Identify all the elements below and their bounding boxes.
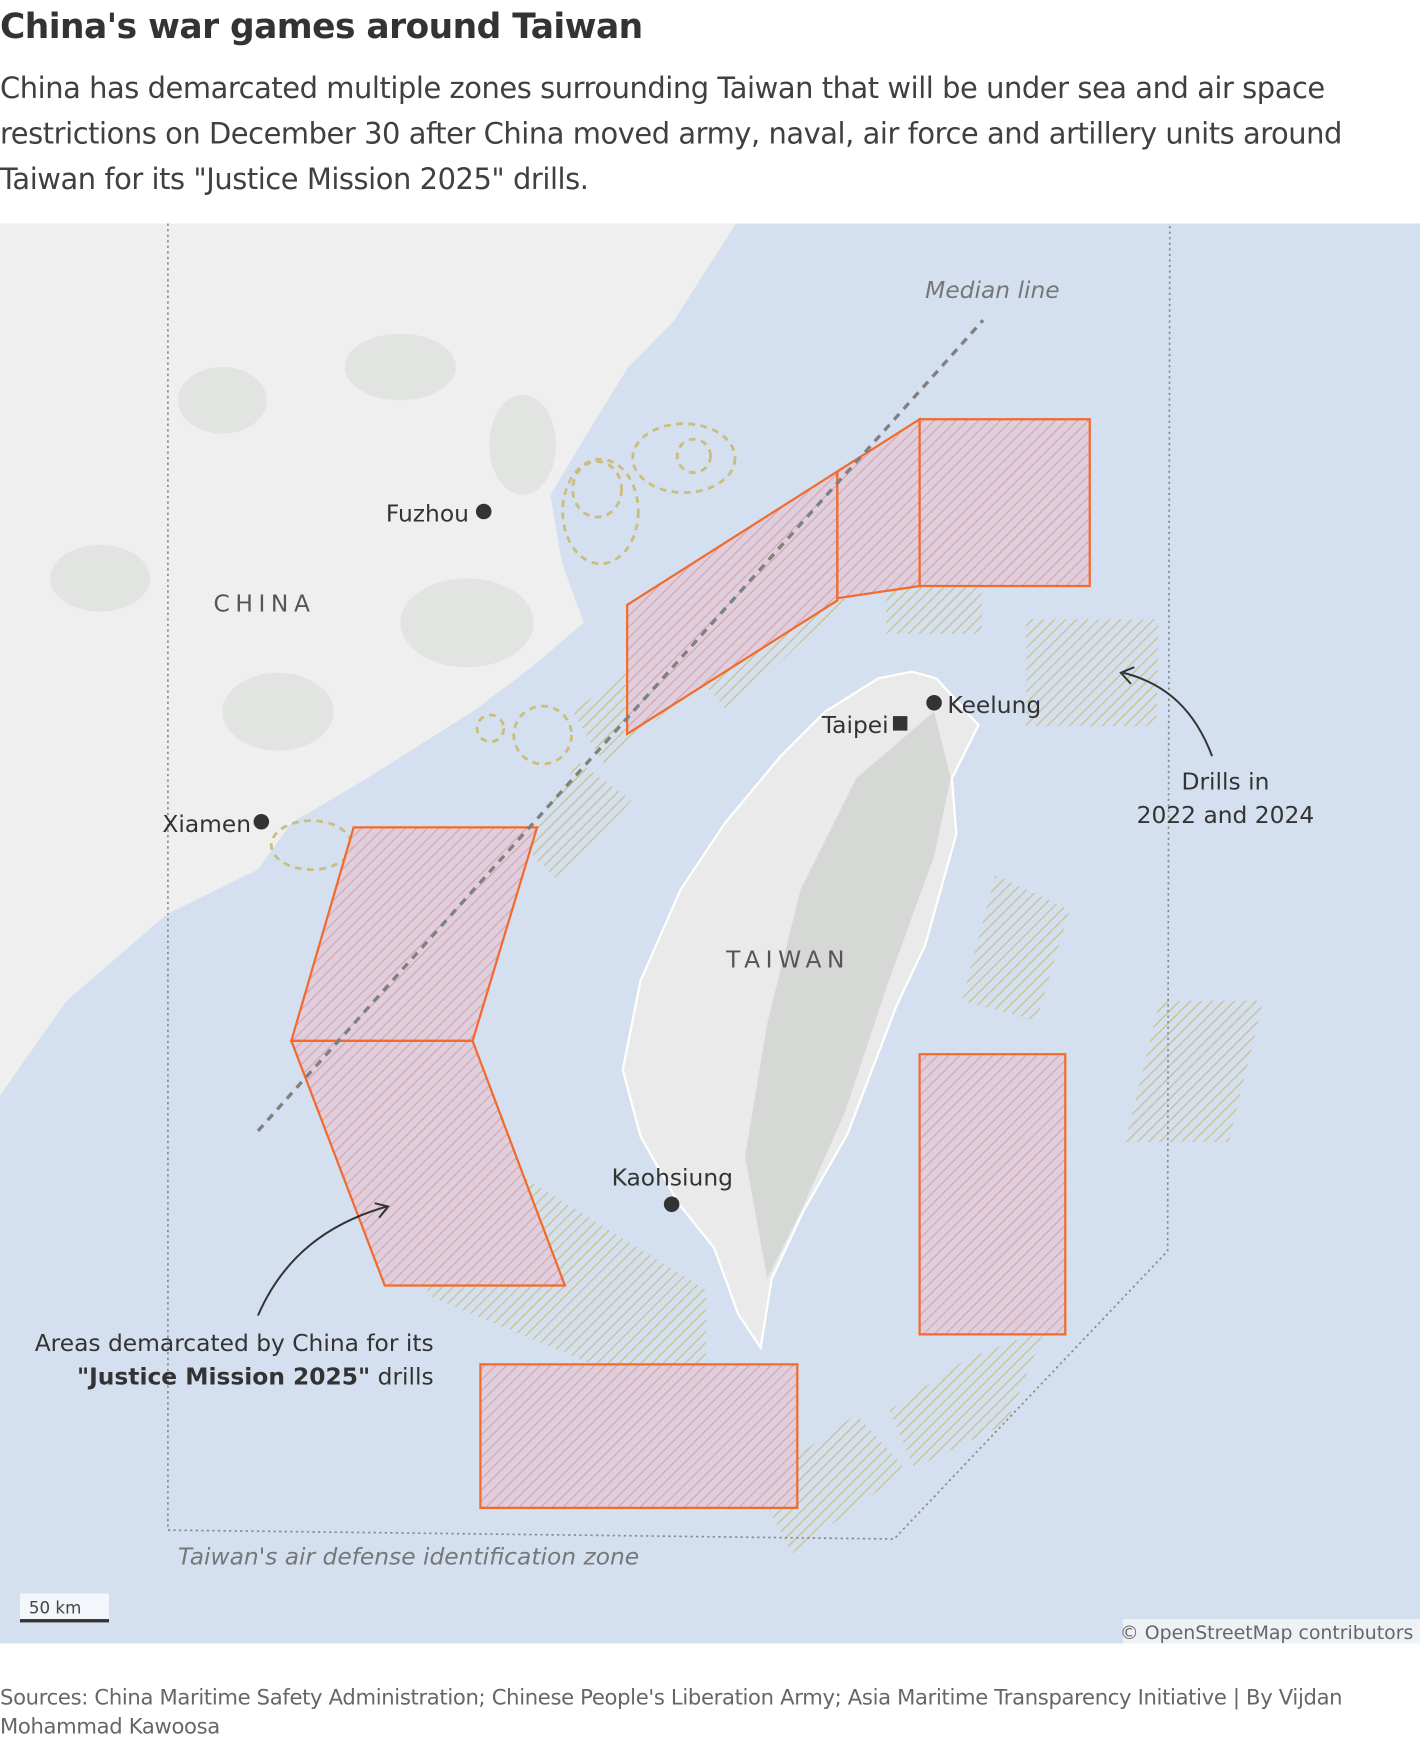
kaohsiung-label: Kaohsiung — [612, 1163, 733, 1191]
attribution: © OpenStreetMap contributors — [1120, 1619, 1420, 1644]
new-zones-annotation-bold: "Justice Mission 2025" — [77, 1362, 370, 1390]
taipei-label: Taipei — [821, 711, 889, 739]
new-zones-annotation-1: Areas demarcated by China for its — [35, 1329, 434, 1357]
new-zone-northeast — [918, 418, 1091, 588]
past-drill-zone — [756, 1414, 907, 1554]
scale-bar: 50 km — [20, 1593, 109, 1623]
new-zones-annotation-2: "Justice Mission 2025" drills — [77, 1362, 434, 1390]
adiz-label: Taiwan's air defense identification zone — [178, 1543, 639, 1571]
median-line-label: Median line — [925, 276, 1059, 304]
keelung-label: Keelung — [947, 691, 1041, 719]
kaohsiung-marker — [663, 1196, 680, 1213]
past-drill-zone — [961, 875, 1070, 1021]
china-label: CHINA — [214, 590, 316, 618]
xiamen-label: Xiamen — [162, 810, 251, 838]
new-zones-arrowhead — [374, 1202, 390, 1219]
past-drill-zone — [1125, 1000, 1264, 1143]
justice-mission-2025-zones — [289, 417, 1091, 1509]
new-zones-annotation-rest: drills — [370, 1362, 433, 1390]
fuzhou-label: Fuzhou — [386, 500, 469, 528]
page-title: China's war games around Taiwan — [0, 6, 643, 47]
new-zone-west-lower — [289, 1039, 567, 1287]
fuzhou-marker — [475, 503, 492, 520]
past-drills-annotation-1: Drills in — [1181, 768, 1269, 796]
past-drill-zone — [1026, 619, 1159, 727]
map: CHINA TAIWAN Fuzhou Xiamen Taipei Keelun… — [0, 223, 1420, 1644]
past-drills-arrowhead — [1119, 666, 1135, 685]
annotation-arrows — [257, 666, 1214, 1316]
attribution-text: © OpenStreetMap contributors — [1120, 1622, 1414, 1643]
past-drills-annotation-2: 2022 and 2024 — [1137, 801, 1315, 829]
subtitle: China has demarcated multiple zones surr… — [0, 72, 1342, 197]
taiwan-label: TAIWAN — [725, 945, 850, 973]
china-terrain — [50, 333, 556, 751]
past-drill-zone — [522, 761, 632, 879]
new-zone-south — [479, 1363, 799, 1509]
xiamen-marker — [253, 813, 270, 830]
past-drill-zone — [889, 1328, 1046, 1468]
taipei-marker — [892, 716, 908, 731]
city-markers — [253, 503, 942, 1213]
past-drills-arrow — [1122, 671, 1214, 757]
new-zones-arrow — [257, 1205, 388, 1316]
taiwan-mountains — [745, 711, 951, 1279]
keelung-marker — [926, 695, 942, 711]
scale-bar-label: 50 km — [29, 1599, 81, 1618]
sources-note: Sources: China Maritime Safety Administr… — [0, 1685, 1343, 1740]
new-zone-east — [918, 1053, 1067, 1336]
